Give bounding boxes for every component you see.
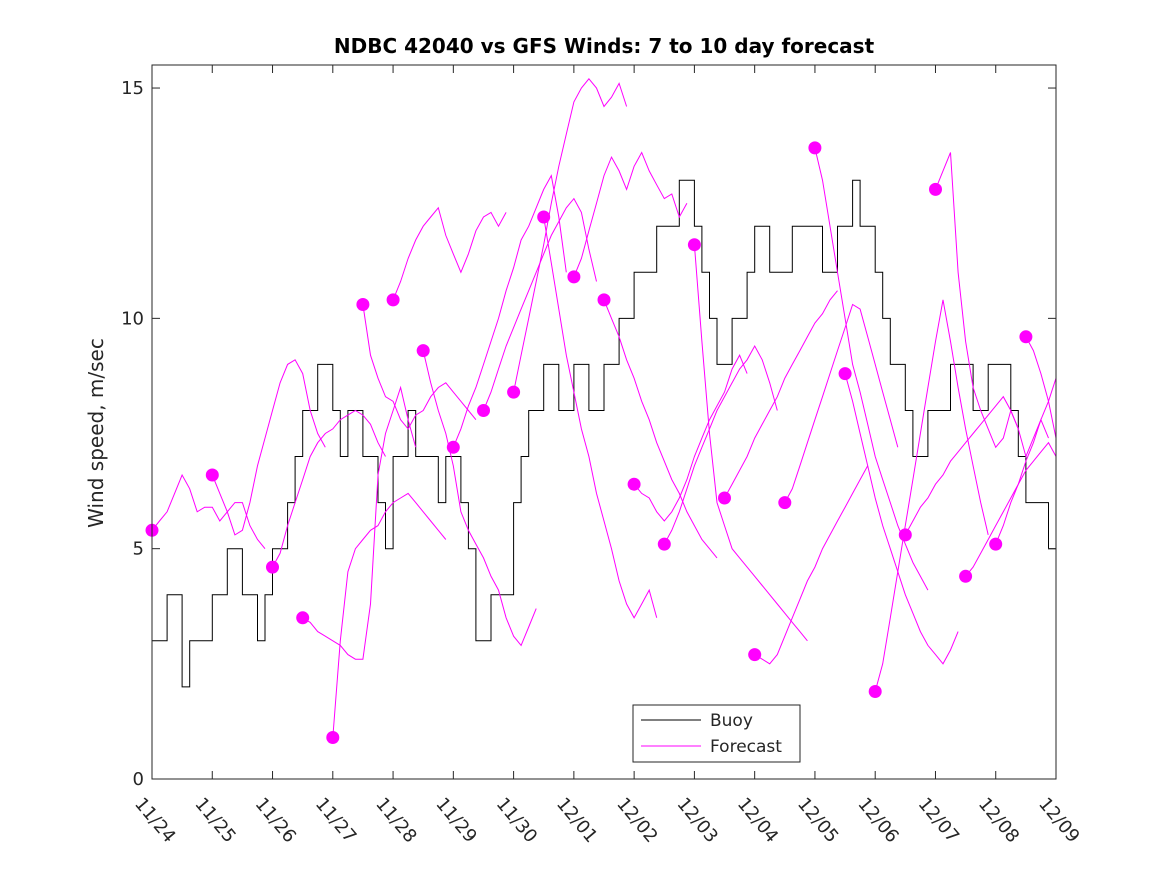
forecast-start-marker-6 xyxy=(386,293,400,307)
forecast-start-marker-10 xyxy=(507,385,521,399)
forecast-series-line-23 xyxy=(874,299,989,692)
forecast-series-line-7 xyxy=(392,206,507,301)
forecast-markers-layer xyxy=(145,141,1033,744)
forecast-start-marker-13 xyxy=(597,293,611,307)
forecast-series-line-18 xyxy=(724,290,838,499)
forecast-series-line-3 xyxy=(272,409,386,568)
forecast-series-line-14 xyxy=(603,299,718,559)
forecast-start-marker-24 xyxy=(929,182,942,196)
forecast-series-line-1 xyxy=(151,473,266,550)
forecast-series-line-4 xyxy=(302,385,417,660)
forecast-start-marker-2 xyxy=(266,560,279,574)
forecast-series-line-28 xyxy=(1025,336,1057,439)
forecast-series-line-8 xyxy=(422,350,537,647)
forecast-start-marker-27 xyxy=(1019,330,1033,344)
forecast-start-marker-26 xyxy=(989,537,1003,551)
legend-forecast-label: Forecast xyxy=(710,737,782,757)
forecast-start-marker-17 xyxy=(718,491,731,505)
plot-frame xyxy=(151,64,1057,780)
forecast-start-marker-7 xyxy=(416,344,430,358)
y-tick-label: 10 xyxy=(121,308,144,329)
y-ticks: 0 5 10 15 xyxy=(121,78,1056,790)
forecast-start-marker-9 xyxy=(477,404,490,417)
forecast-start-marker-15 xyxy=(657,537,671,551)
forecast-series-line-16 xyxy=(663,344,778,545)
forecast-start-marker-3 xyxy=(296,611,310,625)
forecast-series-line-15 xyxy=(633,354,748,522)
forecast-start-marker-19 xyxy=(778,496,792,510)
forecast-start-marker-25 xyxy=(959,569,973,583)
forecast-series-line-19 xyxy=(754,465,869,665)
forecast-start-marker-21 xyxy=(838,367,852,381)
forecast-series-line-22 xyxy=(844,373,959,665)
forecast-series-line-24 xyxy=(904,395,1019,536)
forecast-start-marker-8 xyxy=(446,440,460,454)
plot-area xyxy=(152,65,1056,779)
forecast-start-marker-16 xyxy=(687,238,701,252)
forecast-start-marker-22 xyxy=(868,685,882,698)
forecast-series-line-12 xyxy=(543,216,658,619)
forecast-series-line-5 xyxy=(332,492,447,738)
forecast-start-marker-23 xyxy=(898,528,912,542)
forecast-series-line-9 xyxy=(452,174,567,448)
forecast-start-marker-14 xyxy=(627,477,641,491)
forecast-series-line-25 xyxy=(935,152,1049,459)
forecast-series-line-17 xyxy=(693,244,808,642)
forecast-series-line-2 xyxy=(211,359,326,536)
y-axis-label: Wind speed, m/sec xyxy=(84,338,108,528)
forecast-series-layer xyxy=(151,78,1057,738)
forecast-series-line-11 xyxy=(513,78,628,393)
forecast-series-line-20 xyxy=(784,303,899,503)
forecast-series-line-21 xyxy=(814,147,929,591)
forecast-series-line-13 xyxy=(573,151,688,278)
legend-buoy-label: Buoy xyxy=(710,711,753,731)
y-tick-label: 5 xyxy=(133,539,144,560)
y-tick-label: 0 xyxy=(133,769,144,790)
legend: Buoy Forecast xyxy=(632,704,801,763)
forecast-start-marker-18 xyxy=(748,648,762,662)
forecast-start-marker-12 xyxy=(567,270,581,284)
forecast-start-marker-4 xyxy=(326,731,340,744)
forecast-start-marker-11 xyxy=(537,210,551,224)
forecast-start-marker-1 xyxy=(205,468,219,482)
forecast-series-line-6 xyxy=(362,304,477,430)
forecast-start-marker-20 xyxy=(808,141,822,155)
chart-title: NDBC 42040 vs GFS Winds: 7 to 10 day for… xyxy=(334,34,875,58)
y-tick-label: 15 xyxy=(121,78,144,99)
forecast-start-marker-5 xyxy=(356,298,370,311)
legend-box xyxy=(632,704,801,763)
